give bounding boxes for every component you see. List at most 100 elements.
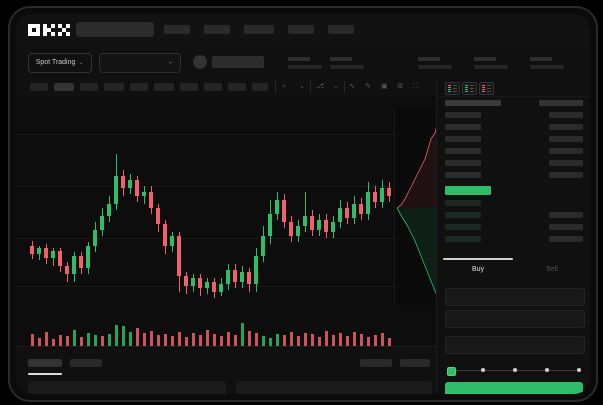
candlestick (177, 96, 182, 311)
nav-item-4[interactable] (288, 25, 314, 34)
order-amount-input[interactable] (445, 310, 585, 328)
candlestick (149, 96, 154, 311)
bottom-action-hide-other-pairs[interactable] (360, 359, 392, 367)
search-input[interactable] (76, 22, 154, 37)
orderbook-view-bids[interactable] (462, 82, 477, 95)
indicators-icon[interactable]: ⎇ (316, 83, 325, 90)
orderbook-rows[interactable] (437, 96, 590, 242)
candlestick (303, 96, 308, 311)
volume-bar (150, 331, 153, 346)
candlestick (51, 96, 56, 311)
candlestick (205, 96, 210, 311)
orderbook-amount-cell[interactable] (549, 124, 583, 130)
timeframe-15m[interactable] (80, 83, 98, 91)
chart-type-caret-icon[interactable]: ⌄ (299, 83, 305, 90)
order-total-input[interactable] (445, 336, 585, 354)
pair-selector-dropdown[interactable]: ⌄ (99, 53, 181, 73)
submit-order-button[interactable] (445, 382, 583, 394)
volume-bar (164, 334, 167, 346)
timeframe-1mo[interactable] (228, 83, 246, 91)
orderbook-price-cell[interactable] (445, 236, 481, 242)
orderbook-price-cell[interactable] (445, 200, 481, 206)
orderbook-price-cell[interactable] (445, 160, 481, 166)
candlestick (163, 96, 168, 311)
slider-stop-100[interactable] (577, 368, 581, 372)
nav-item-3[interactable] (244, 25, 274, 34)
amount-percent-slider[interactable] (447, 367, 583, 376)
candlestick (44, 96, 49, 311)
bottom-action-cancel-all[interactable] (400, 359, 430, 367)
orderbook-price-cell[interactable] (445, 112, 481, 118)
orderbook-price-cell[interactable] (445, 172, 481, 178)
fullscreen-icon[interactable]: ⛶ (413, 83, 418, 90)
orderbook-amount-cell[interactable] (549, 148, 583, 154)
orderbook-header (437, 78, 590, 97)
orderbook-price-cell[interactable] (445, 124, 481, 130)
timeframe-1m[interactable] (30, 83, 48, 91)
candlestick (275, 96, 280, 311)
slider-stop-75[interactable] (545, 368, 549, 372)
timeframe-1w[interactable] (204, 83, 222, 91)
candlestick (114, 96, 119, 311)
line-tool-icon[interactable]: ∿ (349, 83, 355, 90)
volume-bar (129, 332, 132, 346)
okx-logo[interactable] (28, 24, 70, 36)
nav-item-2[interactable] (204, 25, 230, 34)
volume-bar (318, 337, 321, 346)
slider-stop-50[interactable] (513, 368, 517, 372)
toolbar-divider (275, 81, 276, 93)
orderbook-amount-cell[interactable] (549, 136, 583, 142)
orderbook-amount-cell[interactable] (549, 160, 583, 166)
market-depth-chart[interactable] (394, 109, 443, 305)
chart-type-icon[interactable]: ≈ (282, 83, 286, 90)
timeframe-more[interactable] (252, 83, 268, 91)
timeframe-4h[interactable] (154, 83, 174, 91)
orderbook-price-cell[interactable] (445, 224, 481, 230)
volume-bar (199, 335, 202, 346)
timeframe-5m[interactable] (54, 83, 74, 91)
orderbook-amount-cell[interactable] (549, 112, 583, 118)
camera-icon[interactable]: ▣ (381, 83, 388, 90)
chart-gridline (16, 286, 436, 287)
buy-tab[interactable]: Buy (471, 266, 485, 273)
order-price-input[interactable] (445, 288, 585, 306)
active-tab-underline (28, 373, 62, 375)
trading-mode-dropdown[interactable]: Spot Trading ⌄ (28, 53, 92, 73)
volume-bar (73, 330, 76, 346)
candlestick (331, 96, 336, 311)
nav-item-5[interactable] (328, 25, 354, 34)
volume-bar (339, 333, 342, 346)
candlestick (373, 96, 378, 311)
candlestick (156, 96, 161, 311)
orderbook-amount-cell[interactable] (539, 100, 583, 106)
volume-bar (353, 332, 356, 346)
orderbook-view-asks[interactable] (479, 82, 494, 95)
nav-item-1[interactable] (164, 25, 190, 34)
timeframe-1d[interactable] (180, 83, 198, 91)
orderbook-amount-cell[interactable] (549, 172, 583, 178)
price-chart[interactable] (16, 96, 436, 346)
slider-stop-25[interactable] (481, 368, 485, 372)
orderbook-price-cell[interactable] (445, 148, 481, 154)
sell-tab[interactable]: Sell (546, 266, 558, 273)
orderbook-amount-cell[interactable] (549, 224, 583, 230)
volume-bar (283, 335, 286, 346)
orderbook-amount-cell[interactable] (549, 236, 583, 242)
candlestick (233, 96, 238, 311)
timeframe-1h[interactable] (130, 83, 148, 91)
timeframe-30m[interactable] (104, 83, 124, 91)
indicators-caret-icon[interactable]: ⌄ (333, 83, 339, 90)
volume-bar (269, 338, 272, 346)
orderbook-view-both[interactable] (445, 82, 460, 95)
pencil-icon[interactable]: ✎ (365, 83, 371, 90)
bottom-tab-order-history[interactable] (70, 359, 102, 367)
orderbook-price-cell[interactable] (445, 212, 481, 218)
orderbook-price-cell[interactable] (445, 136, 481, 142)
orderbook-price-cell[interactable] (445, 100, 501, 106)
volume-bar (108, 334, 111, 346)
slider-handle[interactable] (447, 367, 456, 376)
bottom-tab-open-orders[interactable] (28, 359, 62, 367)
volume-bar (234, 335, 237, 346)
orderbook-amount-cell[interactable] (549, 212, 583, 218)
settings-icon[interactable]: ⚙ (397, 83, 404, 90)
